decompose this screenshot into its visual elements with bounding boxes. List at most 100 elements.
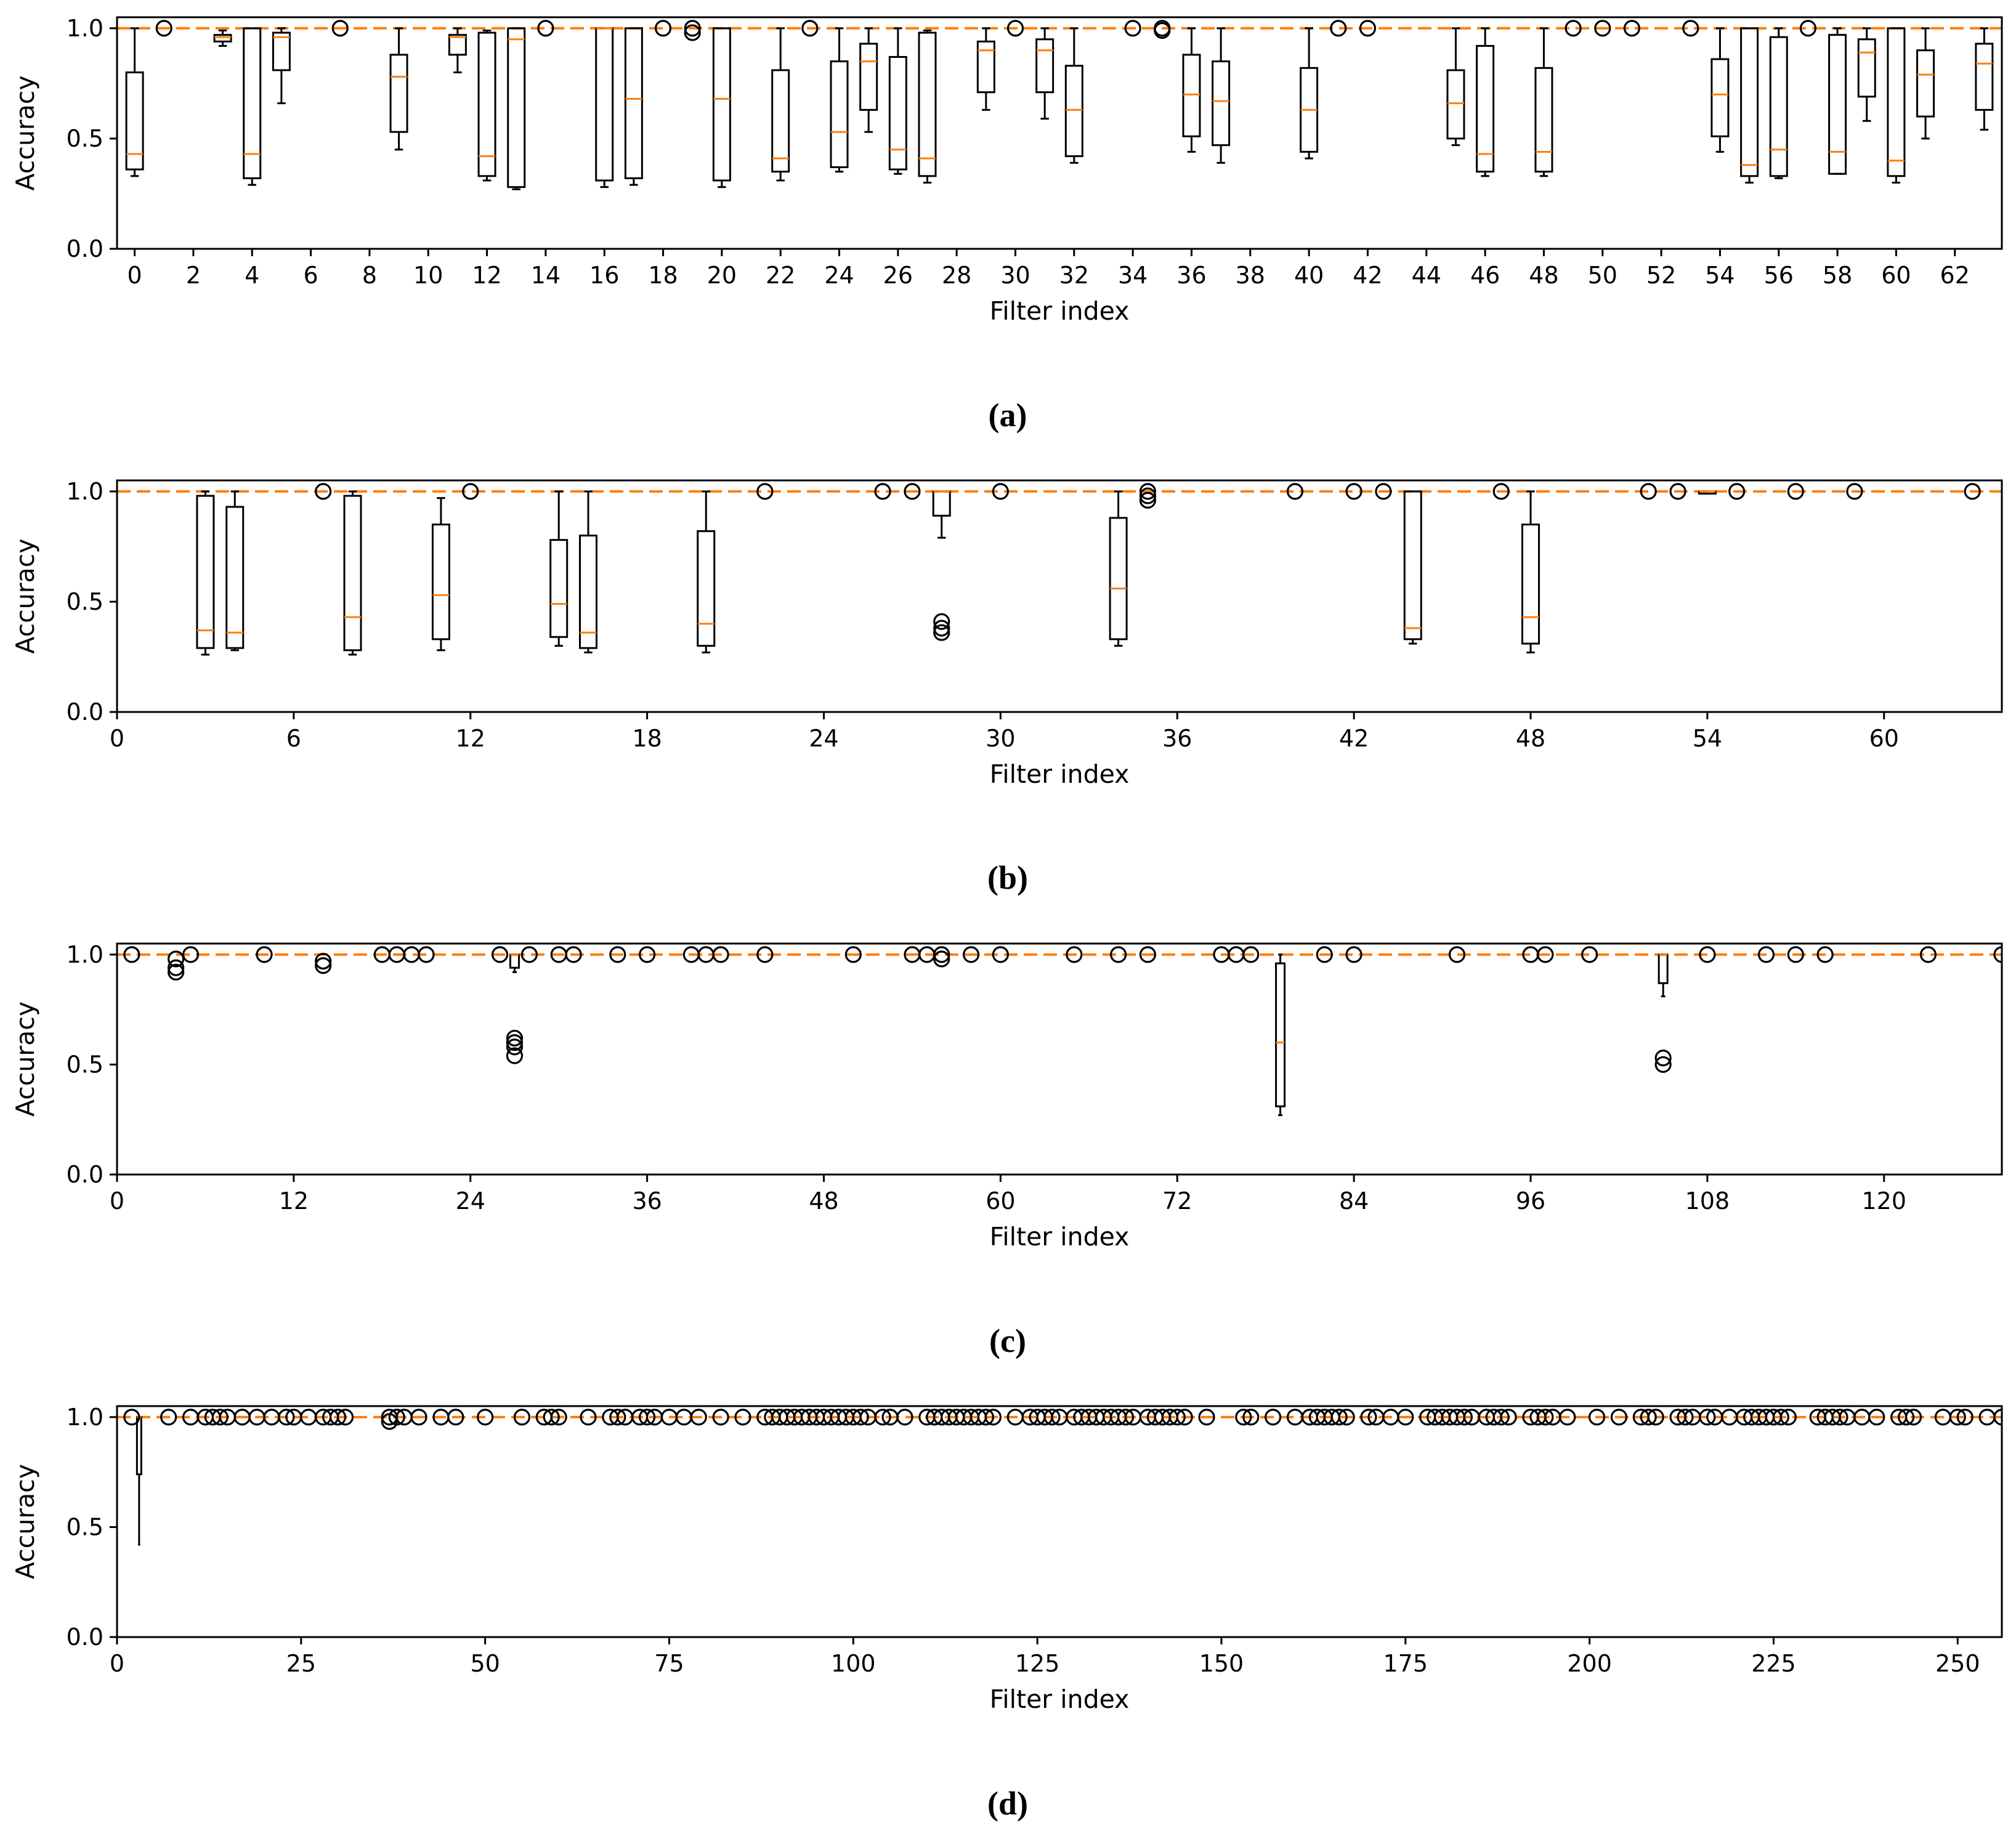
outlier-point <box>1492 1409 1510 1426</box>
box-body <box>579 535 597 649</box>
outlier-point <box>904 483 921 500</box>
box-44 <box>1403 490 1422 645</box>
x-tick-label: 18 <box>632 725 662 752</box>
outlier-point <box>315 483 332 500</box>
box-24 <box>830 27 849 173</box>
x-tick-label: 24 <box>456 1187 485 1215</box>
box-27 <box>509 953 520 973</box>
x-tick-label: 34 <box>1118 262 1148 289</box>
x-tick-label: 62 <box>1940 262 1970 289</box>
x-tick-label: 175 <box>1383 1650 1428 1677</box>
x-tick-label: 108 <box>1685 1187 1730 1215</box>
box-body <box>1521 524 1540 645</box>
box-4 <box>243 27 262 186</box>
outlier-point <box>639 1409 656 1426</box>
outlier-point <box>1682 20 1699 37</box>
outlier-point <box>712 1409 729 1426</box>
outlier-point <box>962 946 980 963</box>
box-body <box>125 71 144 171</box>
x-tick-label: 14 <box>531 262 561 289</box>
outlier-point <box>123 1409 140 1426</box>
outlier-point <box>1360 1409 1377 1426</box>
x-tick-label: 48 <box>1529 262 1558 289</box>
box-54 <box>1710 27 1730 153</box>
outlier-point <box>1816 946 1834 963</box>
x-tick-label: 225 <box>1751 1650 1796 1677</box>
x-tick-label: 46 <box>1470 262 1500 289</box>
x-tick-label: 250 <box>1935 1650 1980 1677</box>
box-body <box>918 31 937 177</box>
plot-area <box>117 483 2002 656</box>
outlier-point <box>1286 483 1304 500</box>
box-body <box>1710 58 1730 137</box>
outlier-point <box>874 1409 891 1426</box>
outlier-point <box>874 483 891 500</box>
x-tick-label: 18 <box>648 262 678 289</box>
panel-d: 0 25 50 75 100 125 150 175 200 225 250 0.0 0.5 1.0 Fil… <box>10 1404 2003 1822</box>
box-40 <box>1300 27 1319 160</box>
outlier-point <box>491 946 509 963</box>
outlier-point <box>1500 1409 1517 1426</box>
box-body <box>1534 67 1553 173</box>
outlier-point <box>734 1409 751 1426</box>
outlier-point <box>506 1038 524 1056</box>
box-79 <box>1275 953 1286 1117</box>
outlier-point <box>462 483 479 500</box>
box-22 <box>771 27 790 182</box>
outlier-point <box>1124 20 1141 37</box>
axes-frame <box>116 942 2003 1176</box>
x-tick-label: 84 <box>1339 1187 1369 1215</box>
x-tick-label: 54 <box>1705 262 1735 289</box>
x-axis-label: Filter index <box>990 759 1130 789</box>
outlier-point <box>712 946 729 963</box>
outlier-point <box>1139 946 1157 963</box>
outlier-point <box>1868 1409 1885 1426</box>
outlier-point <box>756 946 774 963</box>
x-tick-label: 12 <box>279 1187 309 1215</box>
plot-area <box>117 20 2002 190</box>
outlier-point <box>506 1029 524 1047</box>
box-body <box>196 495 215 649</box>
box-body <box>243 27 262 179</box>
x-tick-label: 6 <box>303 262 318 289</box>
x-tick-label: 24 <box>809 725 838 752</box>
outlier-point <box>1956 1409 1973 1426</box>
box-25 <box>859 27 878 133</box>
outlier-point <box>852 1409 869 1426</box>
outlier-point <box>1198 1409 1215 1426</box>
box-body <box>477 31 496 177</box>
outlier-point <box>1375 483 1392 500</box>
outlier-point <box>1919 946 1937 963</box>
box-48 <box>1521 490 1540 653</box>
plot-area <box>117 1409 2002 1546</box>
y-tick-label: 0.0 <box>67 235 103 262</box>
outlier-point <box>329 1409 347 1426</box>
box-16 <box>579 490 597 653</box>
x-tick-label: 6 <box>286 725 301 752</box>
x-tick-label: 2 <box>186 262 201 289</box>
panel-caption: (a) <box>989 397 1027 434</box>
outlier-point <box>506 1034 524 1051</box>
outlier-point <box>992 946 1009 963</box>
x-tick-label: 36 <box>1176 262 1206 289</box>
x-tick-label: 12 <box>456 725 485 752</box>
y-tick-label: 0.0 <box>67 698 103 726</box>
x-tick-label: 54 <box>1693 725 1722 752</box>
box-17 <box>624 27 643 186</box>
outlier-point <box>639 946 656 963</box>
box-body <box>343 495 362 652</box>
box-body <box>225 506 245 649</box>
box-46 <box>1476 27 1495 177</box>
box-body <box>976 40 995 94</box>
box-3 <box>196 490 215 656</box>
outlier-point <box>1330 20 1347 37</box>
outlier-point <box>1588 1409 1606 1426</box>
outlier-point <box>1677 1409 1694 1426</box>
box-20 <box>712 27 731 188</box>
box-body <box>697 530 716 647</box>
outlier-point <box>1993 946 2002 963</box>
outlier-point <box>844 946 862 963</box>
x-tick-label: 25 <box>286 1650 316 1677</box>
outlier-point <box>1176 1409 1193 1426</box>
outlier-point <box>1647 1409 1664 1426</box>
